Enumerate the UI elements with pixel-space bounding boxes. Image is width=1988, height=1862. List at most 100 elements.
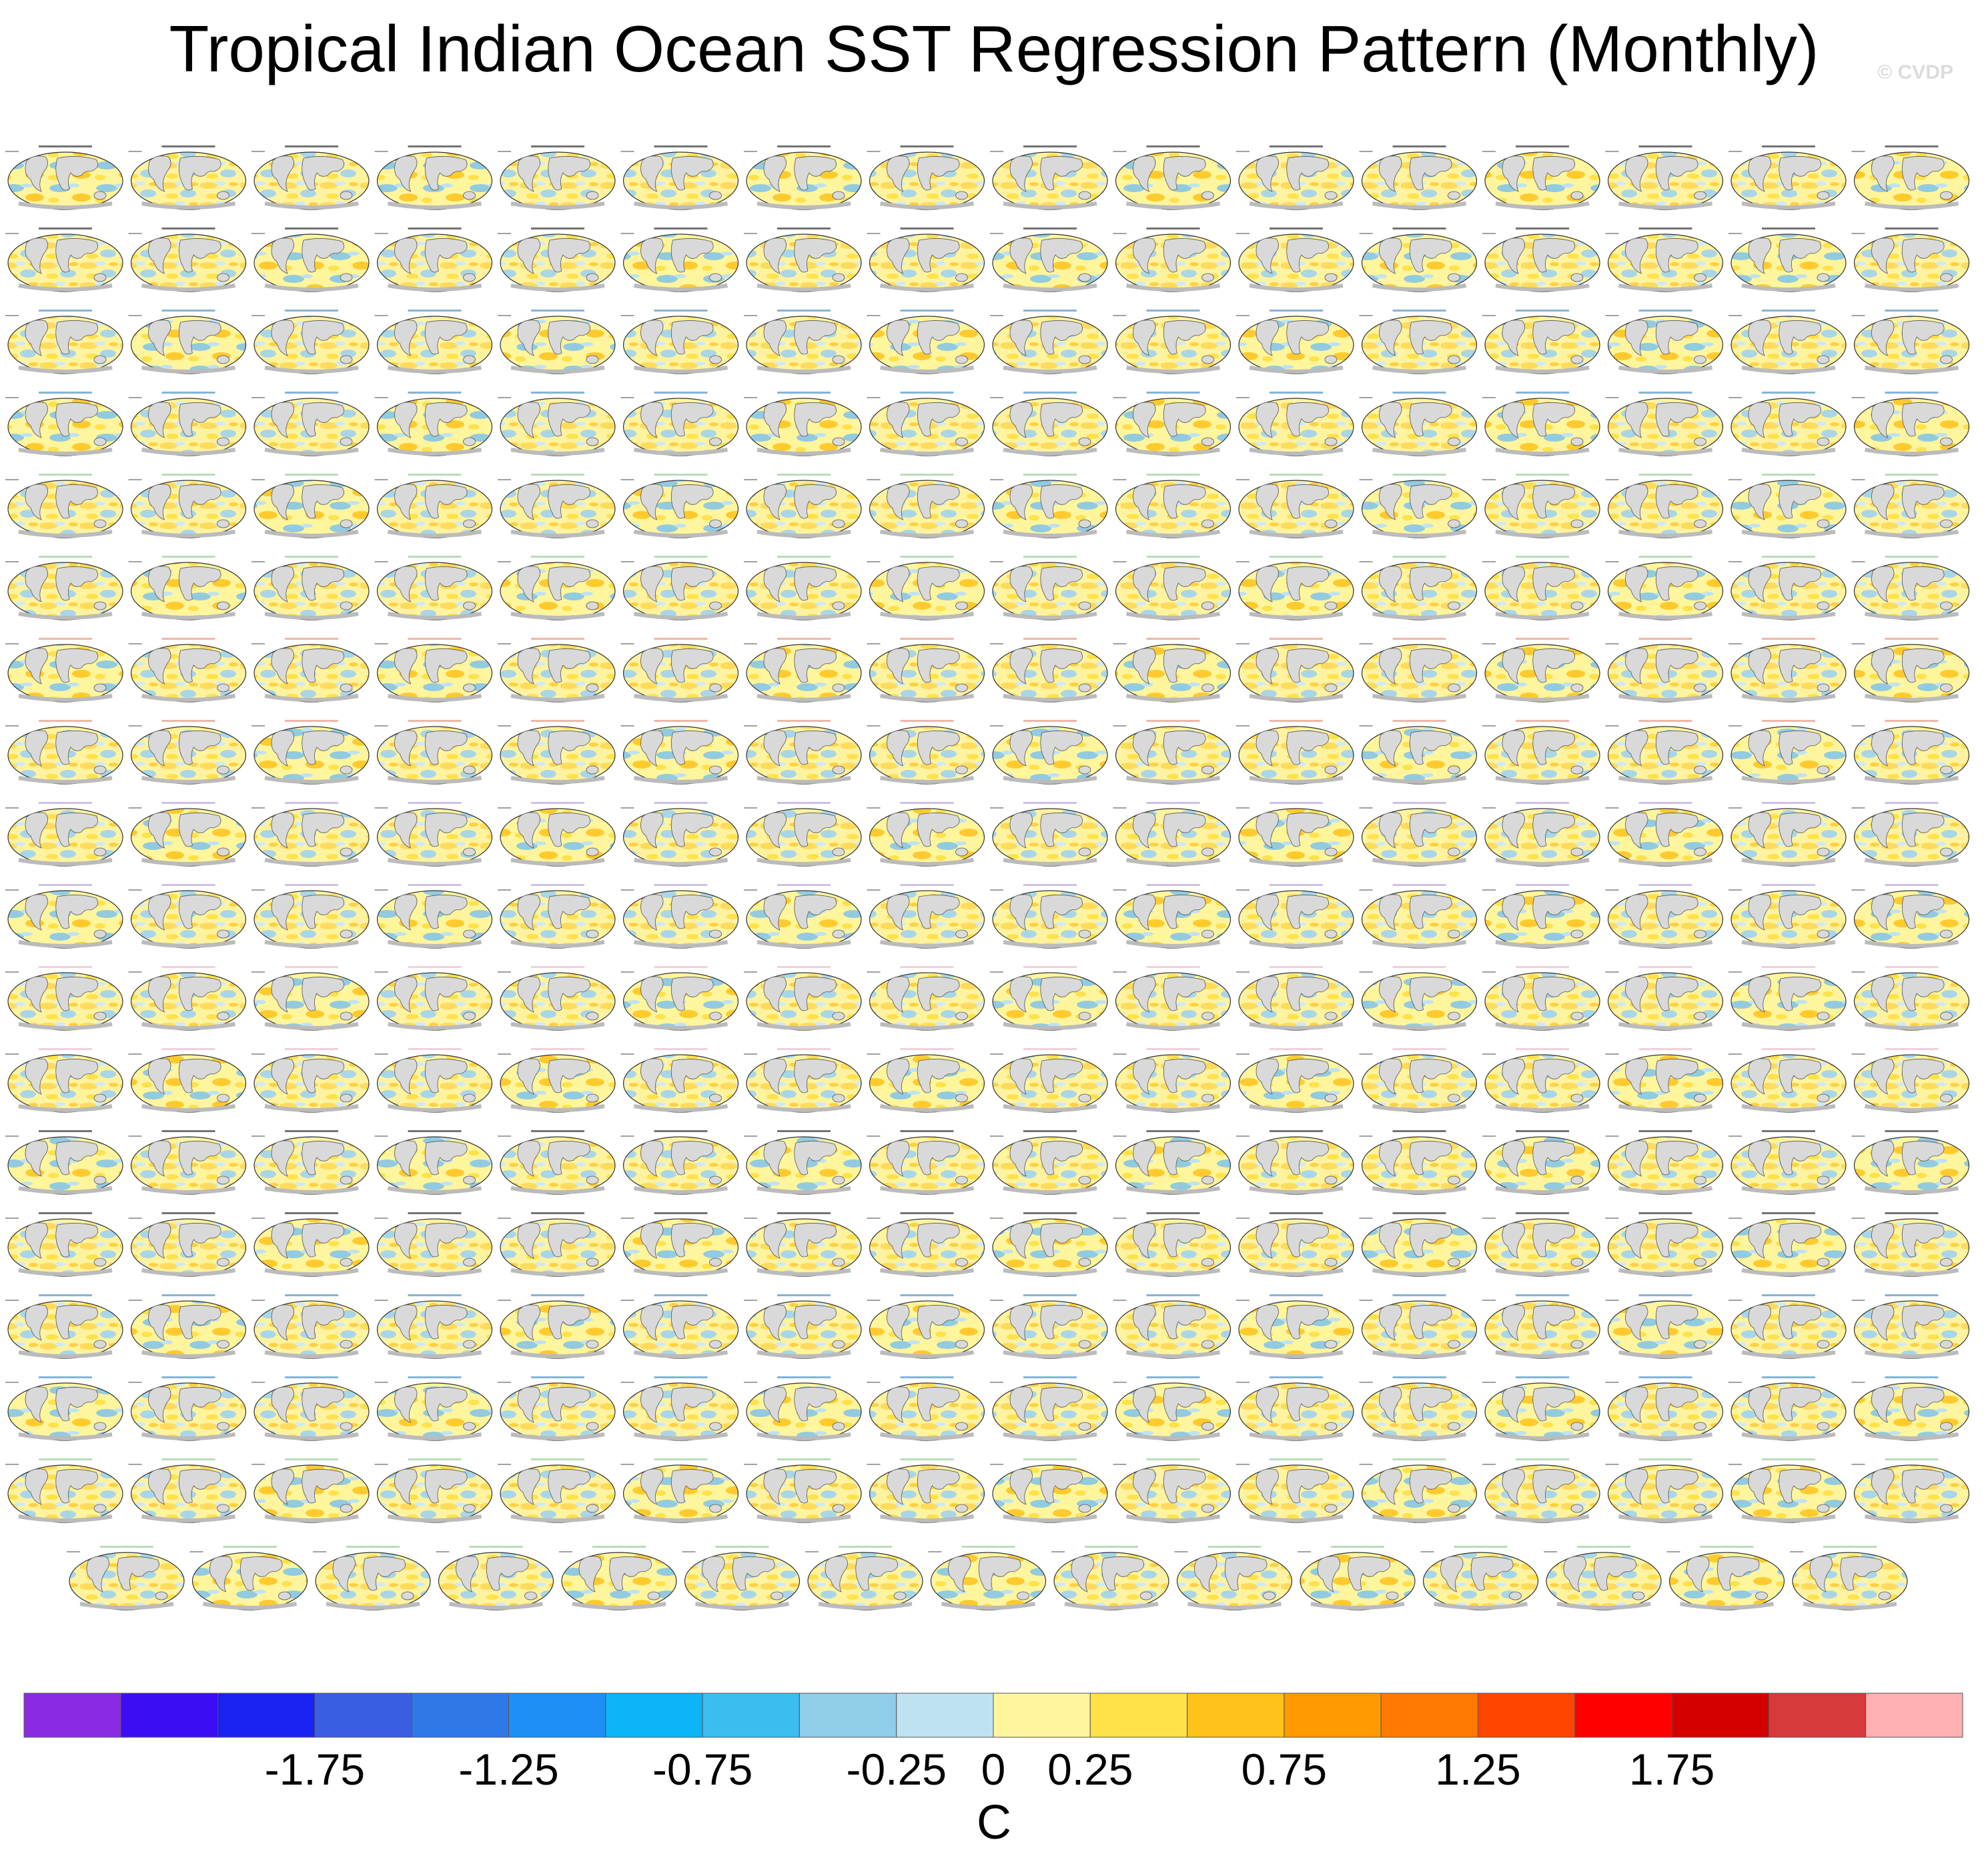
land-eurasia-africa (1040, 977, 1083, 1011)
land-eurasia-africa (55, 977, 99, 1011)
land-eurasia-africa (1286, 566, 1330, 601)
panel-years-mark (252, 971, 265, 973)
map-panel (1851, 556, 1970, 620)
land-americas (517, 894, 540, 931)
panel-years-mark (128, 971, 142, 973)
land-eurasia-africa (178, 238, 221, 273)
land-americas (1256, 976, 1279, 1013)
land-eurasia-africa (1901, 156, 1945, 191)
land-australia (1940, 519, 1953, 528)
land-americas (1379, 320, 1402, 356)
panel-label-mark (1270, 310, 1323, 312)
land-eurasia-africa (1409, 402, 1452, 437)
land-americas (1502, 484, 1525, 520)
map-panel (744, 638, 862, 703)
land-eurasia-africa (302, 648, 345, 683)
land-antarctica (510, 776, 605, 784)
panel-label-mark (1638, 802, 1692, 804)
panel-years-mark (1113, 479, 1127, 480)
land-americas (887, 238, 910, 274)
colorbar-swatch (217, 1693, 316, 1738)
panel-years-mark (1236, 807, 1250, 809)
land-antarctica (1125, 366, 1221, 374)
map-panel (1605, 884, 1724, 949)
land-australia (1078, 1093, 1091, 1103)
land-australia (340, 519, 353, 528)
panel-label-mark (1638, 474, 1692, 476)
map-panel (374, 966, 493, 1031)
panel-years-mark (1605, 807, 1619, 809)
land-americas (1009, 402, 1033, 438)
panel-label-mark (285, 310, 338, 312)
land-eurasia-africa (1409, 566, 1452, 601)
land-eurasia-africa (1655, 648, 1698, 683)
land-antarctica (879, 612, 975, 620)
panel-years-mark (374, 889, 388, 891)
land-eurasia-africa (178, 484, 221, 519)
land-antarctica (1495, 201, 1590, 209)
land-eurasia-africa (302, 1059, 345, 1093)
land-australia (832, 765, 845, 775)
panel-label-mark (1516, 556, 1569, 558)
land-australia (1694, 929, 1706, 939)
land-americas (148, 566, 171, 602)
panel-label-mark (531, 392, 584, 394)
panel-years-mark (1482, 233, 1496, 234)
land-australia (832, 355, 845, 364)
map-panel (128, 802, 247, 867)
panel-years-mark (1482, 889, 1496, 891)
land-americas (1748, 484, 1771, 520)
land-antarctica (1618, 201, 1713, 209)
panel-years-mark (374, 725, 388, 727)
map-panel (1482, 310, 1600, 374)
land-americas (517, 320, 540, 356)
land-americas (1379, 155, 1402, 192)
land-americas (1625, 566, 1648, 602)
land-australia (1201, 1011, 1214, 1021)
panel-label-mark (1638, 310, 1692, 312)
land-australia (1448, 437, 1460, 446)
panel-years-mark (990, 561, 1003, 562)
land-antarctica (141, 940, 236, 948)
panel-years-mark (1605, 233, 1619, 234)
land-australia (463, 437, 476, 446)
land-eurasia-africa (1901, 402, 1945, 437)
panel-years-mark (744, 561, 757, 562)
land-eurasia-africa (424, 813, 468, 847)
panel-label-mark (161, 474, 215, 476)
map-panel (1851, 720, 1970, 785)
land-australia (1078, 929, 1091, 939)
panel-label-mark (1146, 392, 1200, 394)
colorbar-swatch (1671, 1693, 1769, 1738)
land-americas (1256, 812, 1279, 849)
land-australia (1940, 1011, 1953, 1021)
panel-label-mark (900, 310, 954, 312)
land-antarctica (1495, 366, 1590, 374)
panel-years-mark (620, 889, 634, 891)
land-antarctica (510, 201, 605, 209)
panel-label-mark (531, 145, 584, 147)
map-panel (1113, 474, 1231, 538)
land-australia (1570, 1011, 1584, 1021)
land-americas (1625, 402, 1648, 438)
land-americas (640, 320, 664, 356)
land-antarctica (1003, 776, 1097, 784)
panel-label-mark (1023, 474, 1077, 476)
land-eurasia-africa (1163, 238, 1206, 273)
land-antarctica (757, 776, 851, 784)
land-eurasia-africa (1040, 320, 1083, 355)
map-panel (867, 884, 985, 949)
colorbar-swatch (1574, 1693, 1672, 1738)
panel-label-mark (39, 1048, 92, 1050)
map-panel (620, 310, 739, 374)
land-australia (463, 765, 476, 775)
land-australia (1817, 191, 1830, 200)
land-americas (1379, 238, 1402, 274)
panel-label-mark (161, 638, 215, 640)
land-americas (25, 1058, 48, 1095)
land-australia (1694, 519, 1706, 528)
panel-label-mark (39, 310, 92, 312)
land-antarctica (1741, 284, 1836, 292)
panel-years-mark (1236, 725, 1250, 727)
